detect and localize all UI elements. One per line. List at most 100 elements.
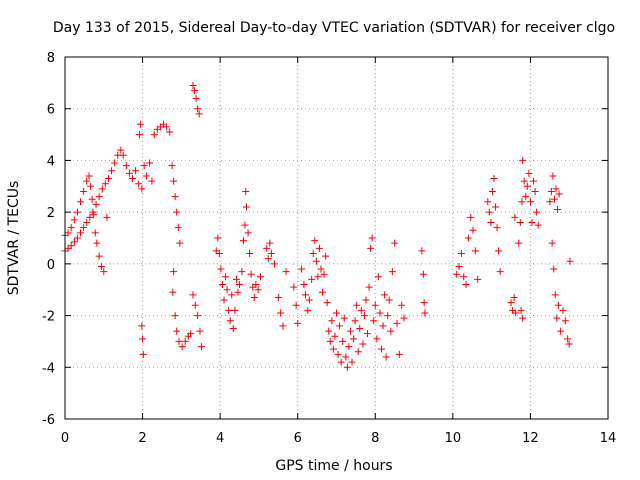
data-point [191,87,199,95]
data-point [343,363,351,371]
data-point [554,206,562,214]
data-point [138,185,146,193]
data-point [140,162,148,170]
data-point [388,268,396,276]
data-point [117,146,125,154]
data-point [189,81,197,89]
data-point [340,314,348,322]
data-point [554,301,562,309]
data-point [557,327,565,335]
data-point [100,268,108,276]
data-point [264,255,272,263]
data-point [132,167,140,175]
data-point [323,299,331,307]
data-point [217,265,225,273]
x-tick-label: 2 [138,431,146,446]
data-point [187,330,195,338]
data-point [351,317,359,325]
data-point [250,293,258,301]
data-point [421,309,429,317]
data-point [471,247,479,255]
data-point [194,312,202,320]
data-point [339,337,347,345]
data-point [453,270,461,278]
data-point [315,244,323,252]
data-point [192,94,200,102]
data-point [462,281,470,289]
data-point [515,239,523,247]
data-point [101,180,109,188]
data-point [566,257,574,265]
data-point [379,322,387,330]
data-point [163,123,171,131]
data-point [215,250,223,258]
data-point [492,203,500,211]
data-point [189,291,197,299]
data-point [267,250,275,258]
data-point [228,291,236,299]
data-point [254,286,262,294]
data-point [148,177,156,185]
data-point [70,216,78,224]
data-point [241,221,249,229]
data-point [95,193,103,201]
data-point [239,237,247,245]
data-point [420,299,428,307]
data-point [484,198,492,206]
data-point [325,327,333,335]
data-point [552,185,560,193]
data-point [530,177,538,185]
data-point [559,306,567,314]
data-point [238,268,246,276]
data-point [329,345,337,353]
data-point [80,224,88,232]
data-point [525,169,533,177]
data-point [531,187,539,195]
data-point [256,273,264,281]
data-point [395,350,403,358]
data-point [252,281,260,289]
data-point [146,159,154,167]
x-tick-label: 10 [445,431,462,446]
data-point [548,239,556,247]
data-point [122,162,130,170]
data-point [373,335,381,343]
data-point [308,275,316,283]
data-point [507,299,515,307]
data-point [356,325,364,332]
grid-lines [65,57,608,419]
data-point [135,131,143,139]
data-point [526,198,534,206]
data-point [171,312,179,320]
y-tick-label: -4 [42,361,55,376]
data-point [336,322,344,330]
x-tick-label: 6 [294,431,302,446]
data-point [564,335,572,343]
data-point [70,238,78,246]
x-tick-label: 8 [371,431,379,446]
data-point [419,270,427,278]
data-point [178,343,186,351]
data-point [549,172,557,180]
y-tick-label: 0 [47,258,55,273]
data-point [550,265,558,273]
data-point [561,317,569,325]
data-point [365,283,373,291]
x-tick-label: 4 [216,431,224,446]
data-point [218,281,226,289]
data-point [467,213,475,221]
data-point [270,260,278,268]
data-point [565,340,573,348]
data-point [175,337,183,345]
data-point [214,234,222,242]
data-point [247,270,255,278]
data-point [135,180,143,188]
data-point [95,252,103,260]
x-tick-label: 12 [522,431,539,446]
data-point [342,353,350,361]
x-axis-label: GPS time / hours [275,458,392,474]
data-point [377,345,385,353]
data-point [300,281,308,289]
data-point [317,265,325,273]
data-point [370,317,378,325]
